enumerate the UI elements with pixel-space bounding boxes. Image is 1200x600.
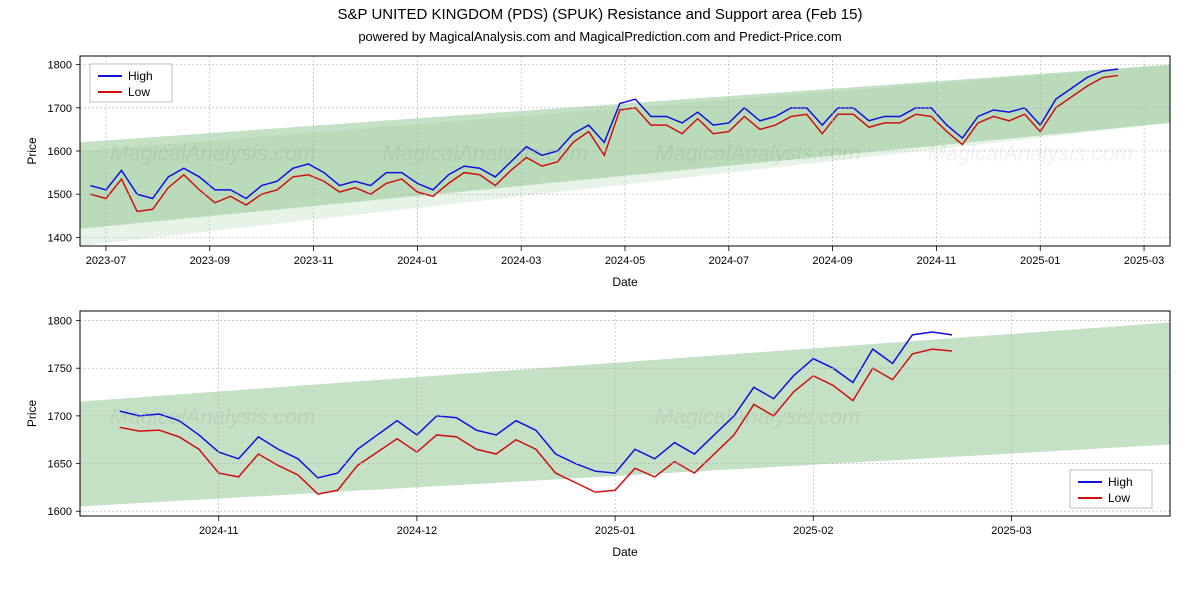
chart-main-title: S&P UNITED KINGDOM (PDS) (SPUK) Resistan… bbox=[0, 6, 1200, 23]
watermark-text: MagicalAnalysis.com bbox=[928, 141, 1133, 166]
x-tick-label: 2024-11 bbox=[199, 525, 239, 537]
x-axis-label: Date bbox=[612, 545, 638, 559]
bottom-chart: MagicalAnalysis.comMagicalAnalysis.com16… bbox=[0, 299, 1200, 574]
x-tick-label: 2025-01 bbox=[595, 525, 635, 537]
legend-low-label: Low bbox=[1108, 491, 1130, 505]
watermark-text: MagicalAnalysis.com bbox=[655, 141, 860, 166]
y-axis-label: Price bbox=[25, 137, 39, 165]
x-tick-label: 2023-09 bbox=[190, 255, 230, 267]
top-chart: MagicalAnalysis.com MagicalAnalysis.com Ma… bbox=[0, 44, 1200, 299]
x-tick-label: 2023-07 bbox=[86, 255, 126, 267]
x-tick-label: 2025-01 bbox=[1020, 255, 1060, 267]
y-tick-label: 1600 bbox=[48, 146, 72, 158]
x-tick-label: 2024-01 bbox=[397, 255, 437, 267]
x-axis-label: Date bbox=[612, 275, 638, 289]
x-tick-label: 2023-11 bbox=[294, 255, 334, 267]
y-tick-label: 1500 bbox=[48, 189, 72, 201]
y-tick-label: 1650 bbox=[48, 459, 72, 471]
y-tick-label: 1400 bbox=[48, 232, 72, 244]
x-tick-label: 2024-05 bbox=[605, 255, 645, 267]
x-tick-label: 2025-02 bbox=[793, 525, 833, 537]
watermark-text: MagicalAnalysis.com bbox=[110, 141, 315, 166]
y-tick-label: 1600 bbox=[48, 506, 72, 518]
x-tick-label: 2025-03 bbox=[1124, 255, 1164, 267]
legend-low-label: Low bbox=[128, 85, 150, 99]
y-tick-label: 1700 bbox=[48, 411, 72, 423]
y-axis-label: Price bbox=[25, 400, 39, 428]
x-tick-label: 2024-07 bbox=[709, 255, 749, 267]
y-tick-label: 1800 bbox=[48, 60, 72, 72]
legend-high-label: High bbox=[1108, 475, 1133, 489]
x-tick-label: 2024-09 bbox=[812, 255, 852, 267]
y-tick-label: 1700 bbox=[48, 103, 72, 115]
x-tick-label: 2025-03 bbox=[991, 525, 1031, 537]
y-tick-label: 1750 bbox=[48, 363, 72, 375]
x-tick-label: 2024-11 bbox=[917, 255, 957, 267]
x-tick-label: 2024-12 bbox=[397, 525, 437, 537]
legend-high-label: High bbox=[128, 69, 153, 83]
x-tick-label: 2024-03 bbox=[501, 255, 541, 267]
chart-sub-title: powered by MagicalAnalysis.com and Magic… bbox=[0, 29, 1200, 44]
y-tick-label: 1800 bbox=[48, 316, 72, 328]
